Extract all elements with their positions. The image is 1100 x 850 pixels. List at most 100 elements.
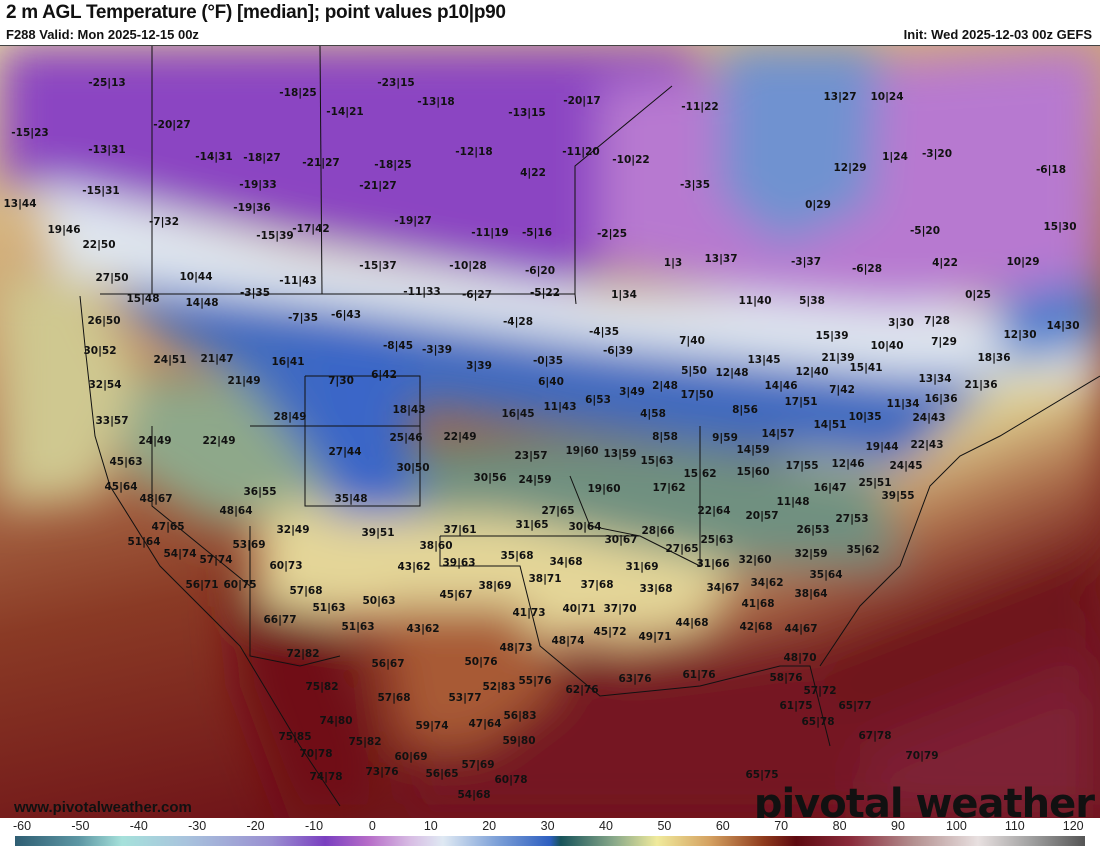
point-value-label: 55|76 [518, 675, 552, 687]
point-value-label: 60|73 [269, 560, 303, 572]
point-value-label: 59|74 [415, 720, 449, 732]
point-value-label: -3|39 [421, 344, 453, 356]
point-value-label: 48|64 [219, 505, 253, 517]
colorbar-gradient [15, 836, 1085, 846]
point-value-label: 59|80 [502, 735, 536, 747]
point-value-label: 49|71 [638, 631, 672, 643]
point-value-label: -8|45 [382, 340, 414, 352]
point-value-label: 12|30 [1003, 329, 1037, 341]
point-value-label: 25|46 [389, 432, 423, 444]
point-value-label: -18|25 [374, 159, 412, 171]
point-value-label: 27|65 [665, 543, 699, 555]
point-value-label: -14|31 [195, 151, 233, 163]
point-value-label: 26|50 [87, 315, 121, 327]
point-value-label: 50|76 [464, 656, 498, 668]
point-value-label: 30|56 [473, 472, 507, 484]
colorbar-tick-label: 70 [774, 819, 789, 833]
colorbar-tick-label: 40 [599, 819, 613, 833]
point-value-label: 11|34 [886, 398, 920, 410]
point-value-label: 15|48 [126, 293, 160, 305]
point-value-label: 50|63 [362, 595, 396, 607]
point-value-label: 39|51 [361, 527, 395, 539]
point-value-label: 13|45 [747, 354, 781, 366]
colorbar-tick-label: -30 [188, 819, 207, 833]
point-value-label: 13|27 [823, 91, 857, 103]
point-value-label: 37|70 [603, 603, 637, 615]
point-value-label: -17|42 [292, 223, 330, 235]
point-value-label: -13|15 [508, 107, 546, 119]
point-value-label: 5|38 [799, 295, 825, 307]
point-value-label: 62|76 [565, 684, 599, 696]
point-value-label: -10|28 [449, 260, 487, 272]
point-value-label: 28|66 [641, 525, 675, 537]
point-value-label: 22|43 [910, 439, 944, 451]
point-value-label: 9|59 [712, 432, 738, 444]
colorbar-tick-label: 20 [482, 819, 497, 833]
point-value-label: 22|64 [697, 505, 731, 517]
point-value-label: 44|67 [784, 623, 818, 635]
point-value-label: 10|40 [870, 340, 904, 352]
point-value-label: 30|50 [396, 462, 430, 474]
point-value-label: 24|59 [518, 474, 552, 486]
point-value-label: 13|44 [3, 198, 37, 210]
point-value-label: 61|76 [682, 669, 716, 681]
point-value-label: 26|53 [796, 524, 830, 536]
point-value-label: 19|60 [565, 445, 599, 457]
point-value-label: 56|67 [371, 658, 405, 670]
point-value-label: 0|25 [965, 289, 991, 301]
point-value-label: -15|37 [359, 260, 397, 272]
point-value-label: -12|18 [455, 146, 493, 158]
point-value-label: 35|68 [500, 550, 534, 562]
point-value-label: 45|63 [109, 456, 143, 468]
point-value-label: 47|65 [151, 521, 185, 533]
point-value-label: 28|49 [273, 411, 307, 423]
colorbar-tick-label: 110 [1004, 819, 1025, 833]
point-value-label: 73|76 [365, 766, 399, 778]
point-value-label: -6|28 [851, 263, 883, 275]
point-value-label: -7|35 [287, 312, 319, 324]
point-value-label: 17|50 [680, 389, 714, 401]
point-value-label: 19|60 [587, 483, 621, 495]
point-value-label: -3|37 [790, 256, 822, 268]
point-value-label: 32|60 [738, 554, 772, 566]
point-value-label: -20|17 [563, 95, 601, 107]
point-value-label: 57|69 [461, 759, 495, 771]
colorbar-tick-label: 90 [891, 819, 905, 833]
point-value-label: 32|49 [276, 524, 310, 536]
point-value-label: -23|15 [377, 77, 415, 89]
point-value-label: 48|74 [551, 635, 585, 647]
point-value-label: 33|57 [95, 415, 129, 427]
point-value-label: -19|27 [394, 215, 432, 227]
colorbar-tick-label: 80 [832, 819, 847, 833]
point-value-label: 13|34 [918, 373, 952, 385]
point-value-label: 75|82 [305, 681, 339, 693]
point-value-label: 57|72 [803, 685, 837, 697]
point-value-label: -19|36 [233, 202, 271, 214]
point-value-label: 63|76 [618, 673, 652, 685]
point-value-label: -5|16 [521, 227, 553, 239]
point-value-label: 7|40 [679, 335, 705, 347]
point-value-label: -15|39 [256, 230, 294, 242]
point-value-label: 10|29 [1006, 256, 1040, 268]
point-value-label: 23|57 [514, 450, 548, 462]
point-value-label: 11|43 [543, 401, 577, 413]
point-value-label: -11|33 [403, 286, 441, 298]
point-value-label: 53|77 [448, 692, 482, 704]
point-value-label: 22|49 [202, 435, 236, 447]
point-value-label: 6|53 [585, 394, 611, 406]
point-value-label: 18|36 [977, 352, 1011, 364]
point-value-label: 60|78 [494, 774, 528, 786]
point-value-label: 48|70 [783, 652, 817, 664]
point-value-label: 48|73 [499, 642, 533, 654]
point-value-label: -2|25 [596, 228, 628, 240]
point-value-label: 52|83 [482, 681, 516, 693]
point-value-label: 51|63 [341, 621, 375, 633]
point-value-label: 47|64 [468, 718, 502, 730]
point-value-label: 56|71 [185, 579, 219, 591]
point-value-label: 14|59 [736, 444, 770, 456]
point-value-label: -25|13 [88, 77, 126, 89]
point-value-label: -11|19 [471, 227, 509, 239]
temperature-map[interactable]: -25|13 -18|25 -23|15 -13|18 -20|17 -13|15 -11|… [0, 45, 1100, 821]
point-value-label: 19|44 [865, 441, 899, 453]
point-value-label: 38|64 [794, 588, 828, 600]
